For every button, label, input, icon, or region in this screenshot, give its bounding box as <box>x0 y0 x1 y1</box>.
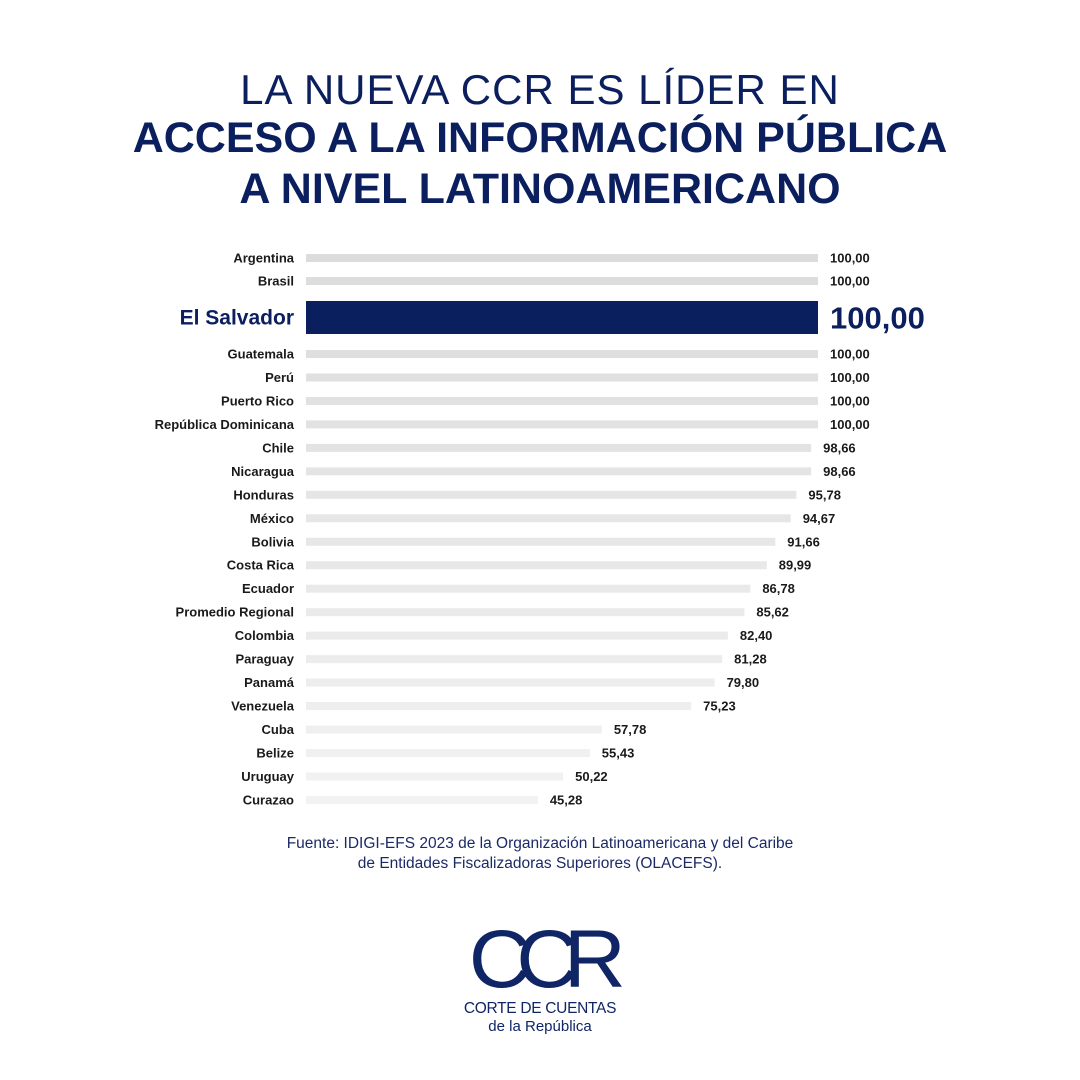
value-label: 55,43 <box>602 745 635 760</box>
bar <box>306 608 745 617</box>
category-label: Brasil <box>258 274 294 289</box>
value-label: 100,00 <box>830 274 870 289</box>
bar <box>306 725 602 734</box>
value-label: 50,22 <box>575 769 608 784</box>
value-label: 57,78 <box>614 722 647 737</box>
value-label: 100,00 <box>830 417 870 432</box>
category-label: El Salvador <box>180 307 294 330</box>
title-line-1: LA NUEVA CCR ES LÍDER EN <box>240 66 840 113</box>
bar <box>306 795 538 804</box>
category-label: Panamá <box>244 675 295 690</box>
bar <box>306 443 812 452</box>
category-label: Colombia <box>235 628 295 643</box>
bar <box>306 254 818 262</box>
bar <box>306 301 818 334</box>
category-label: México <box>250 511 294 526</box>
bar <box>306 277 818 285</box>
value-label: 81,28 <box>734 652 767 667</box>
bar <box>306 631 728 640</box>
category-label: Puerto Rico <box>221 393 294 408</box>
source-line-1: Fuente: IDIGI-EFS 2023 de la Organizació… <box>286 835 794 852</box>
bar <box>306 772 564 781</box>
logo-mark: CCR <box>468 914 626 1005</box>
source-line-2: de Entidades Fiscalizadoras Superiores (… <box>357 855 723 872</box>
value-label: 82,40 <box>740 628 773 643</box>
value-label: 86,78 <box>762 581 795 596</box>
source-note: Fuente: IDIGI-EFS 2023 de la Organizació… <box>0 834 1080 874</box>
bar <box>306 678 715 687</box>
bar <box>306 467 812 476</box>
bar <box>306 373 818 382</box>
category-label: Venezuela <box>231 699 295 714</box>
category-label: República Dominicana <box>155 417 295 432</box>
title-line-2: ACCESO A LA INFORMACIÓN PÚBLICA <box>132 114 948 162</box>
bar <box>306 748 590 757</box>
category-label: Costa Rica <box>227 558 295 573</box>
value-label: 89,99 <box>779 558 812 573</box>
category-label: Perú <box>265 370 294 385</box>
category-label: Promedio Regional <box>176 605 294 620</box>
bar <box>306 655 723 664</box>
value-label: 75,23 <box>703 699 736 714</box>
category-label: Argentina <box>233 251 294 266</box>
title-line-3: A NIVEL LATINOAMERICANO <box>239 165 841 213</box>
value-label: 100,00 <box>830 251 870 266</box>
value-label: 100,00 <box>830 393 870 408</box>
bar <box>306 420 818 429</box>
bar <box>306 584 751 593</box>
bar <box>306 537 776 546</box>
category-label: Nicaragua <box>231 464 295 479</box>
logo-line-2: de la República <box>488 1018 592 1035</box>
value-label: 94,67 <box>803 511 836 526</box>
category-label: Paraguay <box>235 652 294 667</box>
bar <box>306 514 791 523</box>
category-label: Belize <box>256 745 294 760</box>
category-label: Ecuador <box>242 581 294 596</box>
value-label: 79,80 <box>727 675 760 690</box>
value-label: 100,00 <box>830 370 870 385</box>
value-label: 45,28 <box>550 792 583 807</box>
category-label: Curazao <box>243 792 294 807</box>
category-label: Cuba <box>262 722 295 737</box>
value-label: 98,66 <box>823 464 856 479</box>
value-label: 98,66 <box>823 440 856 455</box>
value-label: 91,66 <box>787 534 820 549</box>
category-label: Bolivia <box>251 534 294 549</box>
value-label: 95,78 <box>808 487 841 502</box>
category-label: Uruguay <box>241 769 295 784</box>
bar <box>306 350 818 358</box>
logo-line-1: CORTE DE CUENTAS <box>463 1000 617 1017</box>
value-label: 100,00 <box>830 347 870 362</box>
bar <box>306 561 767 570</box>
bar <box>306 490 797 499</box>
category-label: Guatemala <box>228 347 295 362</box>
bar <box>306 702 692 711</box>
category-label: Chile <box>262 440 294 455</box>
category-label: Honduras <box>233 487 294 502</box>
value-label: 85,62 <box>756 605 789 620</box>
bar <box>306 396 818 405</box>
value-label: 100,00 <box>830 301 925 336</box>
ccr-logo: CCR CORTE DE CUENTAS de la República <box>460 918 626 1038</box>
